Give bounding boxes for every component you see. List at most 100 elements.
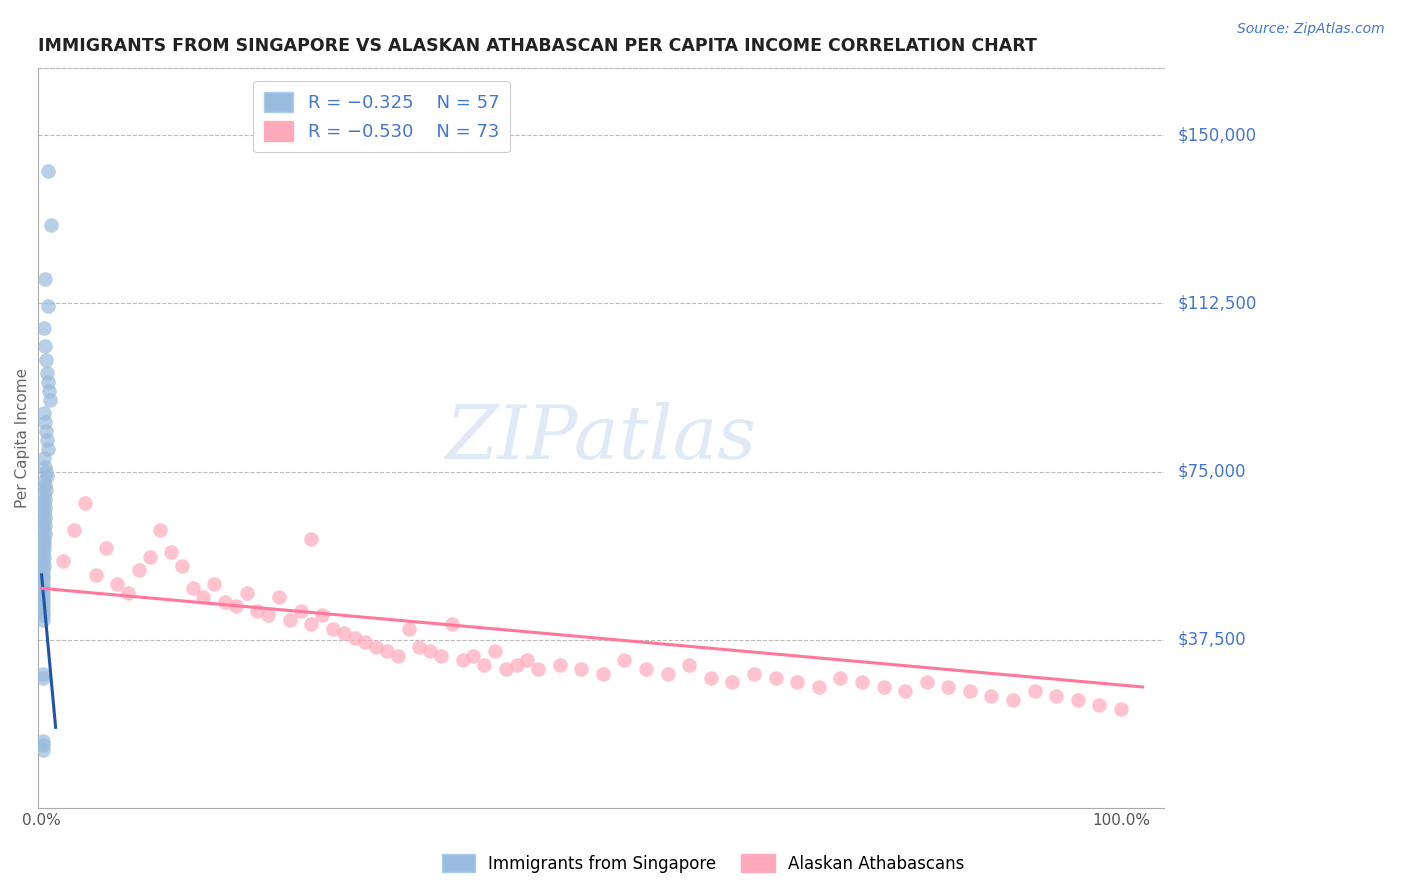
Point bbox=[35, 425, 58, 439]
Point bbox=[1109, 702, 1132, 716]
Point bbox=[31, 604, 53, 618]
Point bbox=[505, 657, 527, 672]
Point bbox=[527, 662, 550, 676]
Point bbox=[235, 586, 257, 600]
Point bbox=[63, 523, 86, 537]
Point bbox=[936, 680, 959, 694]
Point bbox=[73, 496, 96, 510]
Text: Source: ZipAtlas.com: Source: ZipAtlas.com bbox=[1237, 22, 1385, 37]
Point bbox=[37, 375, 59, 389]
Point bbox=[721, 675, 744, 690]
Point bbox=[105, 576, 128, 591]
Point bbox=[35, 434, 58, 448]
Point bbox=[299, 617, 322, 632]
Point bbox=[765, 671, 787, 685]
Legend: Immigrants from Singapore, Alaskan Athabascans: Immigrants from Singapore, Alaskan Athab… bbox=[434, 847, 972, 880]
Point bbox=[872, 680, 894, 694]
Point bbox=[246, 604, 269, 618]
Point bbox=[278, 613, 301, 627]
Point bbox=[354, 635, 377, 649]
Point bbox=[84, 567, 107, 582]
Point bbox=[894, 684, 917, 698]
Point bbox=[32, 558, 55, 573]
Point bbox=[387, 648, 409, 663]
Point bbox=[700, 671, 723, 685]
Point bbox=[311, 608, 333, 623]
Point bbox=[31, 582, 53, 596]
Point bbox=[31, 733, 53, 747]
Point bbox=[31, 586, 53, 600]
Point bbox=[516, 653, 538, 667]
Point bbox=[117, 586, 139, 600]
Point bbox=[31, 743, 53, 757]
Point bbox=[548, 657, 571, 672]
Point bbox=[32, 321, 55, 335]
Point bbox=[343, 631, 366, 645]
Point bbox=[31, 554, 53, 568]
Point bbox=[31, 572, 53, 586]
Point bbox=[214, 595, 236, 609]
Point bbox=[34, 415, 56, 429]
Point bbox=[35, 352, 58, 367]
Point bbox=[592, 666, 614, 681]
Point bbox=[170, 558, 193, 573]
Point bbox=[32, 514, 55, 528]
Y-axis label: Per Capita Income: Per Capita Income bbox=[15, 368, 30, 508]
Point bbox=[34, 491, 56, 506]
Point bbox=[37, 299, 59, 313]
Point bbox=[299, 532, 322, 546]
Point bbox=[786, 675, 808, 690]
Point bbox=[32, 474, 55, 488]
Point bbox=[34, 500, 56, 515]
Point bbox=[851, 675, 873, 690]
Point bbox=[440, 617, 463, 632]
Point bbox=[31, 576, 53, 591]
Point bbox=[34, 478, 56, 492]
Point bbox=[419, 644, 441, 658]
Point bbox=[96, 541, 118, 555]
Point bbox=[35, 465, 58, 479]
Point bbox=[1067, 693, 1090, 707]
Point bbox=[634, 662, 657, 676]
Point bbox=[333, 626, 356, 640]
Point bbox=[32, 523, 55, 537]
Point bbox=[39, 392, 62, 407]
Text: $75,000: $75,000 bbox=[1178, 463, 1247, 481]
Point bbox=[31, 608, 53, 623]
Point bbox=[830, 671, 852, 685]
Point bbox=[322, 622, 344, 636]
Point bbox=[31, 666, 53, 681]
Point bbox=[678, 657, 700, 672]
Point bbox=[408, 640, 430, 654]
Point bbox=[451, 653, 474, 667]
Point bbox=[31, 591, 53, 605]
Text: ZIPatlas: ZIPatlas bbox=[446, 401, 756, 475]
Point bbox=[202, 576, 225, 591]
Point bbox=[31, 563, 53, 577]
Point bbox=[193, 591, 215, 605]
Text: $37,500: $37,500 bbox=[1178, 631, 1247, 648]
Point bbox=[35, 469, 58, 483]
Point bbox=[1024, 684, 1046, 698]
Point bbox=[39, 218, 62, 232]
Point bbox=[32, 406, 55, 420]
Point bbox=[32, 536, 55, 550]
Text: IMMIGRANTS FROM SINGAPORE VS ALASKAN ATHABASCAN PER CAPITA INCOME CORRELATION CH: IMMIGRANTS FROM SINGAPORE VS ALASKAN ATH… bbox=[38, 37, 1038, 55]
Point bbox=[32, 496, 55, 510]
Point bbox=[31, 671, 53, 685]
Text: $150,000: $150,000 bbox=[1178, 127, 1257, 145]
Point bbox=[52, 554, 75, 568]
Point bbox=[138, 549, 160, 564]
Point bbox=[569, 662, 592, 676]
Point bbox=[915, 675, 938, 690]
Point bbox=[128, 563, 150, 577]
Point bbox=[32, 549, 55, 564]
Point bbox=[38, 384, 60, 398]
Point bbox=[34, 460, 56, 475]
Point bbox=[31, 613, 53, 627]
Point bbox=[32, 487, 55, 501]
Point bbox=[31, 595, 53, 609]
Point bbox=[472, 657, 495, 672]
Point bbox=[32, 532, 55, 546]
Point bbox=[37, 442, 59, 457]
